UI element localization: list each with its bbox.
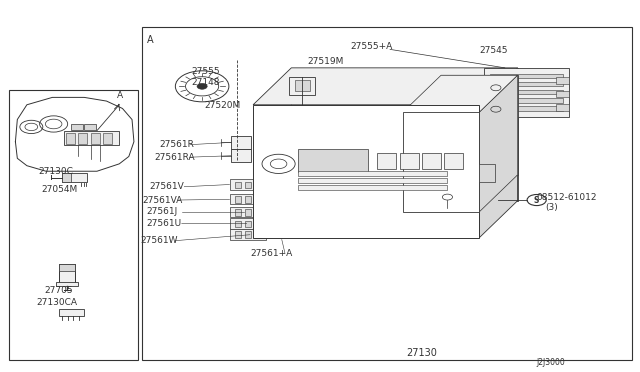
Bar: [294, 80, 310, 92]
Bar: [255, 182, 261, 188]
Bar: [378, 153, 396, 169]
Text: 27561VA: 27561VA: [143, 196, 183, 205]
Text: 27561J: 27561J: [147, 207, 178, 217]
Bar: [479, 164, 495, 182]
Bar: [67, 133, 76, 144]
Bar: [231, 149, 251, 162]
Text: 27130: 27130: [406, 348, 437, 358]
Bar: [230, 218, 274, 229]
Bar: [84, 124, 96, 130]
Bar: [490, 98, 563, 103]
Bar: [490, 74, 563, 78]
Polygon shape: [253, 68, 518, 105]
Text: 27519M: 27519M: [307, 57, 344, 67]
Bar: [235, 209, 241, 216]
Bar: [230, 207, 282, 217]
Bar: [230, 194, 290, 205]
Bar: [556, 77, 568, 84]
Text: 27520M: 27520M: [204, 101, 240, 110]
Bar: [484, 68, 568, 117]
Bar: [403, 112, 479, 212]
Bar: [230, 229, 266, 240]
Bar: [245, 182, 251, 188]
Bar: [235, 221, 241, 227]
Text: (3): (3): [545, 203, 557, 212]
Text: 27545: 27545: [479, 46, 508, 55]
Text: 27561W: 27561W: [140, 236, 178, 245]
Bar: [245, 221, 251, 227]
Bar: [9, 90, 138, 359]
Text: 27561+A: 27561+A: [250, 249, 292, 258]
Bar: [231, 136, 251, 149]
Bar: [490, 90, 563, 94]
Text: 27561RA: 27561RA: [154, 153, 195, 162]
Bar: [59, 263, 75, 271]
Bar: [235, 231, 241, 238]
Text: 27148: 27148: [191, 78, 220, 87]
Bar: [298, 178, 447, 183]
Circle shape: [197, 83, 207, 89]
Text: J2J3000: J2J3000: [537, 358, 565, 367]
Text: 27561U: 27561U: [147, 219, 182, 228]
Bar: [230, 179, 300, 190]
Text: 08512-61012: 08512-61012: [537, 193, 597, 202]
Polygon shape: [403, 75, 518, 112]
Text: 27555+A: 27555+A: [351, 42, 393, 51]
Bar: [235, 196, 241, 203]
Bar: [490, 82, 563, 86]
Bar: [298, 185, 447, 190]
Bar: [235, 182, 241, 188]
Bar: [245, 196, 251, 203]
Polygon shape: [479, 75, 518, 212]
Bar: [245, 209, 251, 216]
Bar: [255, 209, 261, 216]
Bar: [490, 106, 563, 111]
Bar: [62, 173, 88, 182]
Bar: [91, 133, 100, 144]
Bar: [59, 263, 75, 283]
Bar: [422, 153, 441, 169]
Bar: [62, 173, 72, 182]
Bar: [289, 77, 315, 95]
Text: 27130C: 27130C: [38, 167, 73, 176]
Text: A: A: [147, 35, 154, 45]
Bar: [399, 153, 419, 169]
Text: 27130CA: 27130CA: [36, 298, 77, 307]
Bar: [291, 68, 518, 201]
Bar: [72, 124, 83, 130]
Bar: [79, 133, 88, 144]
Bar: [556, 91, 568, 97]
Bar: [245, 231, 251, 238]
Bar: [441, 75, 518, 175]
Bar: [253, 105, 479, 238]
Bar: [141, 27, 632, 359]
Bar: [255, 231, 261, 238]
Bar: [255, 221, 261, 227]
Bar: [102, 133, 111, 144]
Text: A: A: [117, 91, 123, 100]
Bar: [255, 196, 261, 203]
Bar: [556, 104, 568, 111]
Text: 27054M: 27054M: [41, 185, 77, 194]
Bar: [64, 131, 119, 145]
Text: 27561R: 27561R: [159, 140, 195, 149]
Text: 27555: 27555: [191, 67, 220, 76]
Bar: [298, 149, 368, 172]
Text: 27705: 27705: [45, 286, 74, 295]
Bar: [298, 171, 447, 176]
Bar: [56, 282, 78, 286]
Bar: [444, 153, 463, 169]
Text: 27561V: 27561V: [149, 182, 184, 191]
Bar: [59, 309, 84, 316]
Polygon shape: [479, 68, 518, 238]
Text: S: S: [534, 196, 540, 205]
